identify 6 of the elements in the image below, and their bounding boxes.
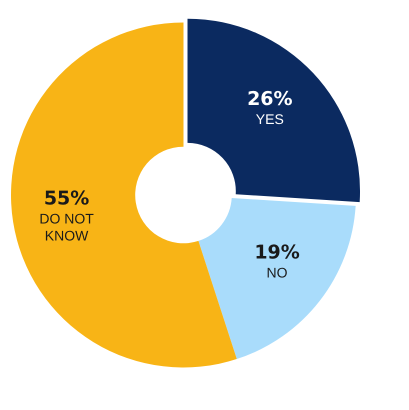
data-label: 26% [247,88,293,110]
slice-label: DO NOT KNOW [39,210,94,244]
data-label: 19% [254,242,300,264]
slice-label: NO [266,264,288,280]
slice-label: YES [256,110,284,127]
data-label: 55% [44,187,90,210]
